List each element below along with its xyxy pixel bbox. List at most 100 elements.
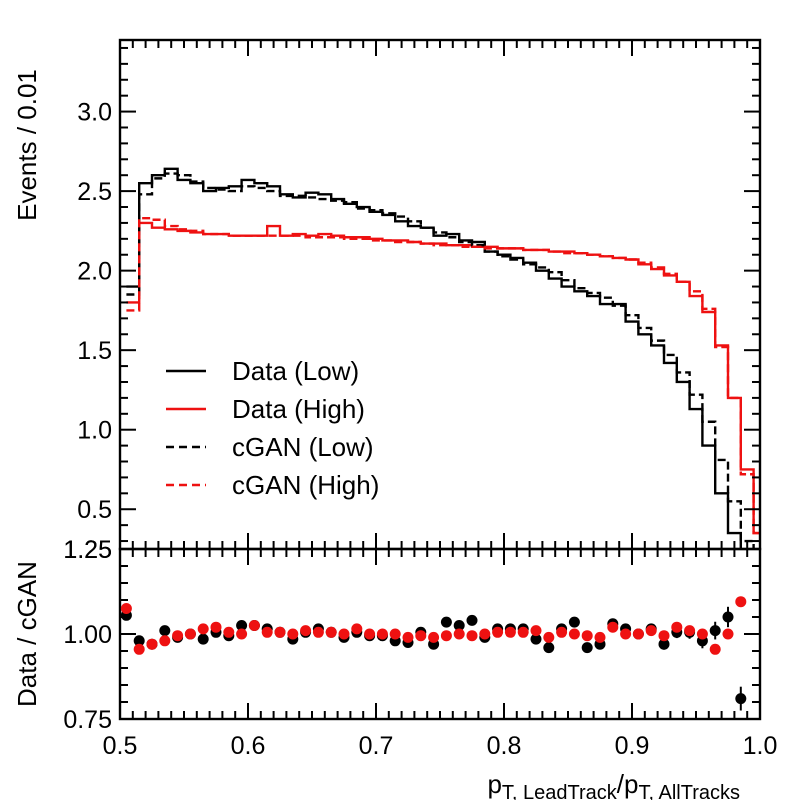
top-y-tick-label: 0.5 bbox=[77, 496, 112, 524]
ratio-point-high bbox=[543, 631, 555, 643]
y-axis-label-ratio: Data / cGAN bbox=[12, 561, 42, 707]
ratio-point-high bbox=[236, 628, 248, 640]
ratio-point-high bbox=[274, 626, 286, 638]
ratio-point-high bbox=[261, 626, 273, 638]
x-axis-label-sub1: T, LeadTrack bbox=[502, 782, 618, 800]
ratio-point-high bbox=[620, 628, 632, 640]
ratio-point-high bbox=[530, 625, 542, 637]
ratio-point-high bbox=[146, 638, 158, 650]
ratio-point-high bbox=[415, 630, 427, 642]
ratio-point-high bbox=[184, 628, 196, 640]
ratio-point-low bbox=[735, 693, 747, 705]
ratio-point-high bbox=[453, 628, 465, 640]
ratio-point-high bbox=[338, 628, 350, 640]
ratio-point-high bbox=[172, 630, 184, 642]
ratio-point-low bbox=[440, 616, 452, 628]
ratio-point-high bbox=[300, 625, 312, 637]
ratio-point-high bbox=[223, 626, 235, 638]
ratio-point-low bbox=[159, 625, 171, 637]
x-tick-label: 0.7 bbox=[359, 732, 394, 760]
ratio-point-high bbox=[312, 626, 324, 638]
ratio-point-low bbox=[543, 642, 555, 654]
ratio-point-low bbox=[197, 633, 209, 645]
ratio-point-high bbox=[722, 628, 734, 640]
ratio-point-high bbox=[671, 621, 683, 633]
top-y-tick-label: 1.0 bbox=[77, 417, 112, 445]
top-y-tick-label: 3.0 bbox=[77, 99, 112, 127]
legend-label: cGAN (Low) bbox=[232, 432, 374, 462]
ratio-y-tick-label: 1.25 bbox=[63, 536, 112, 564]
ratio-point-high bbox=[581, 630, 593, 642]
legend: Data (Low) Data (High) cGAN (Low) cGAN (Hig… bbox=[166, 356, 379, 500]
ratio-point-low bbox=[658, 638, 670, 650]
ratio-point-high bbox=[504, 626, 516, 638]
top-y-tick-label-bottom: 1.25 bbox=[63, 536, 112, 564]
ratio-point-high bbox=[325, 626, 337, 638]
ratio-point-high bbox=[402, 631, 414, 643]
ratio-point-high bbox=[479, 628, 491, 640]
ratio-point-high bbox=[709, 643, 721, 655]
ratio-point-high bbox=[607, 621, 619, 633]
histograms bbox=[126, 167, 760, 549]
ratio-point-low bbox=[568, 616, 580, 628]
x-tick-label: 1.0 bbox=[743, 732, 778, 760]
ratio-point-high bbox=[568, 628, 580, 640]
ratio-point-high bbox=[389, 628, 401, 640]
x-axis-label-sub2: T, AllTracks bbox=[639, 782, 741, 800]
ratio-points bbox=[120, 596, 747, 711]
ratio-point-high bbox=[376, 628, 388, 640]
ratio-point-high bbox=[428, 631, 440, 643]
ratio-point-high bbox=[594, 631, 606, 643]
ratio-point-high bbox=[517, 626, 529, 638]
series-cgan-low bbox=[126, 172, 755, 549]
ratio-point-high bbox=[287, 628, 299, 640]
ratio-y-tick-label: 1.00 bbox=[63, 621, 112, 649]
x-axis-label-slash: / bbox=[617, 769, 625, 799]
ratio-point-high bbox=[351, 623, 363, 635]
ratio-point-high bbox=[696, 628, 708, 640]
top-panel: 0.5 1.0 1.5 2.0 2.5 3.0 1.25 bbox=[63, 38, 762, 564]
ratio-point-low bbox=[466, 614, 478, 626]
ratio-point-low bbox=[133, 635, 145, 647]
legend-label: Data (Low) bbox=[232, 356, 359, 386]
x-axis-label-p1: p bbox=[487, 769, 501, 799]
ratio-point-high bbox=[120, 603, 132, 614]
ratio-point-high bbox=[735, 596, 747, 608]
x-axis-label-p2: p bbox=[624, 769, 638, 799]
series-cgan-high bbox=[126, 216, 760, 535]
ratio-point-high bbox=[159, 635, 171, 647]
ratio-panel: 0.5 0.6 0.7 0.8 0.9 1.0 0.75 1.00 1.25 bbox=[63, 536, 777, 760]
x-tick-label: 0.9 bbox=[615, 732, 650, 760]
ratio-point-low bbox=[530, 633, 542, 645]
legend-label: cGAN (High) bbox=[232, 470, 379, 500]
legend-label: Data (High) bbox=[232, 394, 365, 424]
x-tick-label: 0.6 bbox=[231, 732, 266, 760]
ratio-point-low bbox=[581, 642, 593, 654]
ratio-point-high bbox=[440, 630, 452, 642]
axes-labels: Events / 0.01 Data / cGAN pT, LeadTrack/… bbox=[12, 69, 740, 800]
top-y-tick-label: 2.0 bbox=[77, 258, 112, 286]
ratio-point-high bbox=[658, 630, 670, 642]
ratio-point-low bbox=[722, 611, 734, 623]
ratio-point-high bbox=[364, 628, 376, 640]
ratio-point-high bbox=[556, 626, 568, 638]
top-y-tick-label: 2.5 bbox=[77, 178, 112, 206]
ratio-y-tick-label: 0.75 bbox=[63, 706, 112, 734]
ratio-point-high bbox=[632, 628, 644, 640]
ratio-point-low bbox=[453, 620, 465, 631]
ratio-point-low bbox=[236, 620, 248, 631]
y-axis-label-top: Events / 0.01 bbox=[12, 69, 42, 221]
ratio-point-high bbox=[492, 626, 504, 638]
ratio-point-high bbox=[248, 620, 260, 631]
series-data-low bbox=[126, 167, 742, 549]
ratio-point-high bbox=[684, 625, 696, 637]
ratio-point-high bbox=[645, 625, 657, 637]
top-y-tick-label: 1.5 bbox=[77, 337, 112, 365]
x-axis-label: pT, LeadTrack/pT, AllTracks bbox=[487, 769, 740, 800]
ratio-point-high bbox=[133, 643, 145, 655]
ratio-point-high bbox=[466, 630, 478, 642]
x-tick-label: 0.8 bbox=[487, 732, 522, 760]
ratio-point-low bbox=[709, 625, 721, 637]
